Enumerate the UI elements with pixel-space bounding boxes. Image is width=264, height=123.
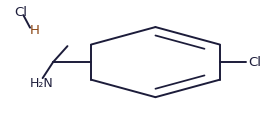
Text: Cl: Cl: [248, 56, 261, 69]
Text: Cl: Cl: [14, 6, 27, 19]
Text: H: H: [30, 24, 40, 37]
Text: H₂N: H₂N: [30, 77, 53, 90]
